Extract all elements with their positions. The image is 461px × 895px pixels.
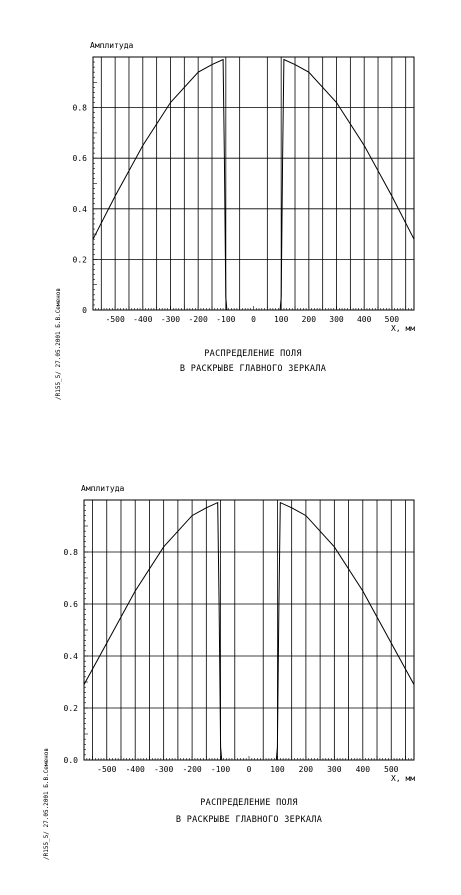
x-tick-label: 100 — [270, 765, 285, 774]
y-tick-label: 0.4 — [64, 652, 79, 661]
x-tick-label: 100 — [274, 315, 289, 324]
x-tick-label: 400 — [357, 315, 372, 324]
chart-bottom: 0.0 0.2 0.4 0.6 0.8 -500 -400 -300 -200 -100 0 100… — [43, 484, 415, 860]
side-label-bottom: /R155_5/ 27.05.2001 Б.В.Семенов — [43, 748, 50, 860]
y-axis-label-top: Амплитуда — [90, 41, 134, 50]
y-tick-label: 0.8 — [73, 104, 88, 113]
y-tick-label: 0 — [82, 306, 87, 315]
x-tick-label: -400 — [126, 765, 145, 774]
x-tick-label: -100 — [216, 315, 235, 324]
x-tick-label: -500 — [106, 315, 125, 324]
x-tick-label: -200 — [189, 315, 208, 324]
series-line-bottom — [83, 501, 415, 761]
x-tick-label: -100 — [211, 765, 230, 774]
y-tick-label: 0.4 — [73, 205, 88, 214]
x-tick-label: 500 — [384, 765, 399, 774]
caption-line1-bottom: РАСПРЕДЕЛЕНИЕ ПОЛЯ — [200, 798, 298, 808]
x-axis-label-top: X, мм — [391, 324, 415, 333]
x-tick-labels-top: -500 -400 -300 -200 -100 0 100 200 300 400 500 — [106, 315, 400, 324]
x-tick-label: -500 — [97, 765, 116, 774]
y-tick-label: 0.0 — [64, 756, 79, 765]
side-label-top: /R155_5/ 27.05.2001 Б.В.Семенов — [55, 288, 62, 400]
y-axis-label-bottom: Амплитуда — [81, 484, 125, 493]
y-tick-label: 0.2 — [64, 704, 79, 713]
x-tick-labels-bottom: -500 -400 -300 -200 -100 0 100 200 300 400 500 — [97, 765, 399, 774]
y-tick-label: 0.6 — [64, 600, 79, 609]
x-tick-label: 200 — [299, 765, 314, 774]
x-axis-label-bottom: X, мм — [391, 774, 415, 783]
y-tick-labels-bottom: 0.0 0.2 0.4 0.6 0.8 — [64, 548, 79, 765]
x-tick-label: -300 — [161, 315, 180, 324]
caption-line2-top: В РАСКРЫВЕ ГЛАВНОГО ЗЕРКАЛА — [180, 364, 326, 374]
grid-top — [93, 57, 414, 310]
minor-ticks-bottom — [83, 499, 415, 761]
minor-ticks-top — [92, 56, 415, 311]
y-tick-labels-top: 0 0.2 0.4 0.6 0.8 — [73, 104, 88, 315]
plot-frame-bottom — [83, 499, 415, 761]
x-tick-label: 0 — [251, 315, 256, 324]
x-tick-label: 500 — [385, 315, 400, 324]
y-tick-label: 0.8 — [64, 548, 79, 557]
x-tick-label: 200 — [302, 315, 317, 324]
x-tick-label: -400 — [133, 315, 152, 324]
caption-line2-bottom: В РАСКРЫВЕ ГЛАВНОГО ЗЕРКАЛА — [176, 815, 322, 825]
y-tick-label: 0.6 — [73, 154, 88, 163]
x-tick-label: -300 — [154, 765, 173, 774]
grid-bottom — [84, 500, 414, 760]
x-tick-label: 300 — [327, 765, 342, 774]
x-tick-label: -200 — [182, 765, 201, 774]
x-tick-label: 400 — [356, 765, 371, 774]
chart-top: 0 0.2 0.4 0.6 0.8 -500 -400 -300 -200 -100 0 100 20… — [55, 41, 415, 400]
x-tick-label: 300 — [329, 315, 344, 324]
x-tick-label: 0 — [247, 765, 252, 774]
caption-line1-top: РАСПРЕДЕЛЕНИЕ ПОЛЯ — [204, 349, 302, 359]
series-line-top — [92, 58, 415, 311]
y-tick-label: 0.2 — [73, 255, 88, 264]
plot-frame-top — [92, 56, 415, 311]
